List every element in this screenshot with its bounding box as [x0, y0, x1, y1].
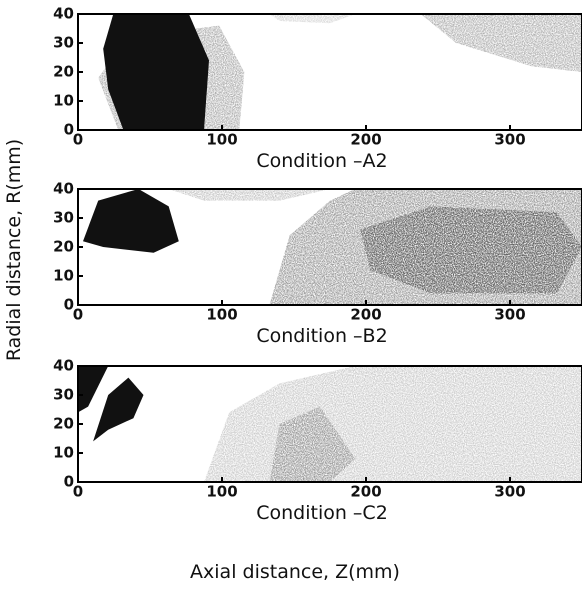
- x-tick-label: 200: [350, 483, 381, 501]
- y-tick-label: 0: [64, 296, 74, 314]
- density-region: [420, 14, 582, 72]
- y-tick-label: 0: [64, 473, 74, 491]
- y-tick-label: 10: [53, 444, 74, 462]
- x-tick-label: 200: [350, 306, 381, 324]
- density-region: [83, 189, 179, 253]
- x-tick-label: 0: [73, 131, 83, 149]
- y-tick-label: 20: [53, 238, 74, 256]
- density-panel: 0 100 200 300 0 10 20 30 40 Condition –C2: [53, 357, 582, 524]
- y-tick-label: 40: [53, 180, 74, 198]
- y-tick-label: 10: [53, 92, 74, 110]
- y-axis-label: Radial distance, R(mm): [3, 139, 25, 361]
- y-tick-label: 40: [53, 357, 74, 375]
- x-tick-label: 0: [73, 306, 83, 324]
- density-panel: 0 100 200 300 0 10 20 30 40 Condition –A2: [53, 5, 582, 172]
- x-tick-label: 100: [206, 306, 237, 324]
- density-region: [204, 366, 582, 482]
- y-tick-label: 40: [53, 5, 74, 23]
- y-tick-label: 10: [53, 267, 74, 285]
- density-region: [93, 377, 144, 442]
- x-tick-label: 100: [206, 131, 237, 149]
- density-region: [269, 406, 356, 482]
- y-tick-label: 30: [53, 209, 74, 227]
- density-region: [103, 14, 209, 130]
- y-tick-label: 30: [53, 386, 74, 404]
- panel-label: Condition –B2: [256, 325, 387, 347]
- density-region: [269, 14, 356, 24]
- x-tick-label: 300: [494, 483, 525, 501]
- panel-label: Condition –C2: [256, 502, 388, 524]
- x-tick-label: 0: [73, 483, 83, 501]
- x-tick-label: 300: [494, 131, 525, 149]
- x-tick-label: 300: [494, 306, 525, 324]
- x-tick-label: 100: [206, 483, 237, 501]
- y-tick-label: 20: [53, 415, 74, 433]
- y-tick-label: 30: [53, 34, 74, 52]
- density-region: [360, 206, 582, 294]
- density-region: [168, 189, 330, 201]
- density-panel: 0 100 200 300 0 10 20 30 40 Condition –B2: [53, 180, 582, 347]
- y-tick-label: 20: [53, 63, 74, 81]
- density-region: [78, 366, 109, 413]
- y-tick-label: 0: [64, 121, 74, 139]
- x-tick-label: 200: [350, 131, 381, 149]
- x-axis-label: Axial distance, Z(mm): [190, 561, 400, 583]
- panel-label: Condition –A2: [256, 150, 387, 172]
